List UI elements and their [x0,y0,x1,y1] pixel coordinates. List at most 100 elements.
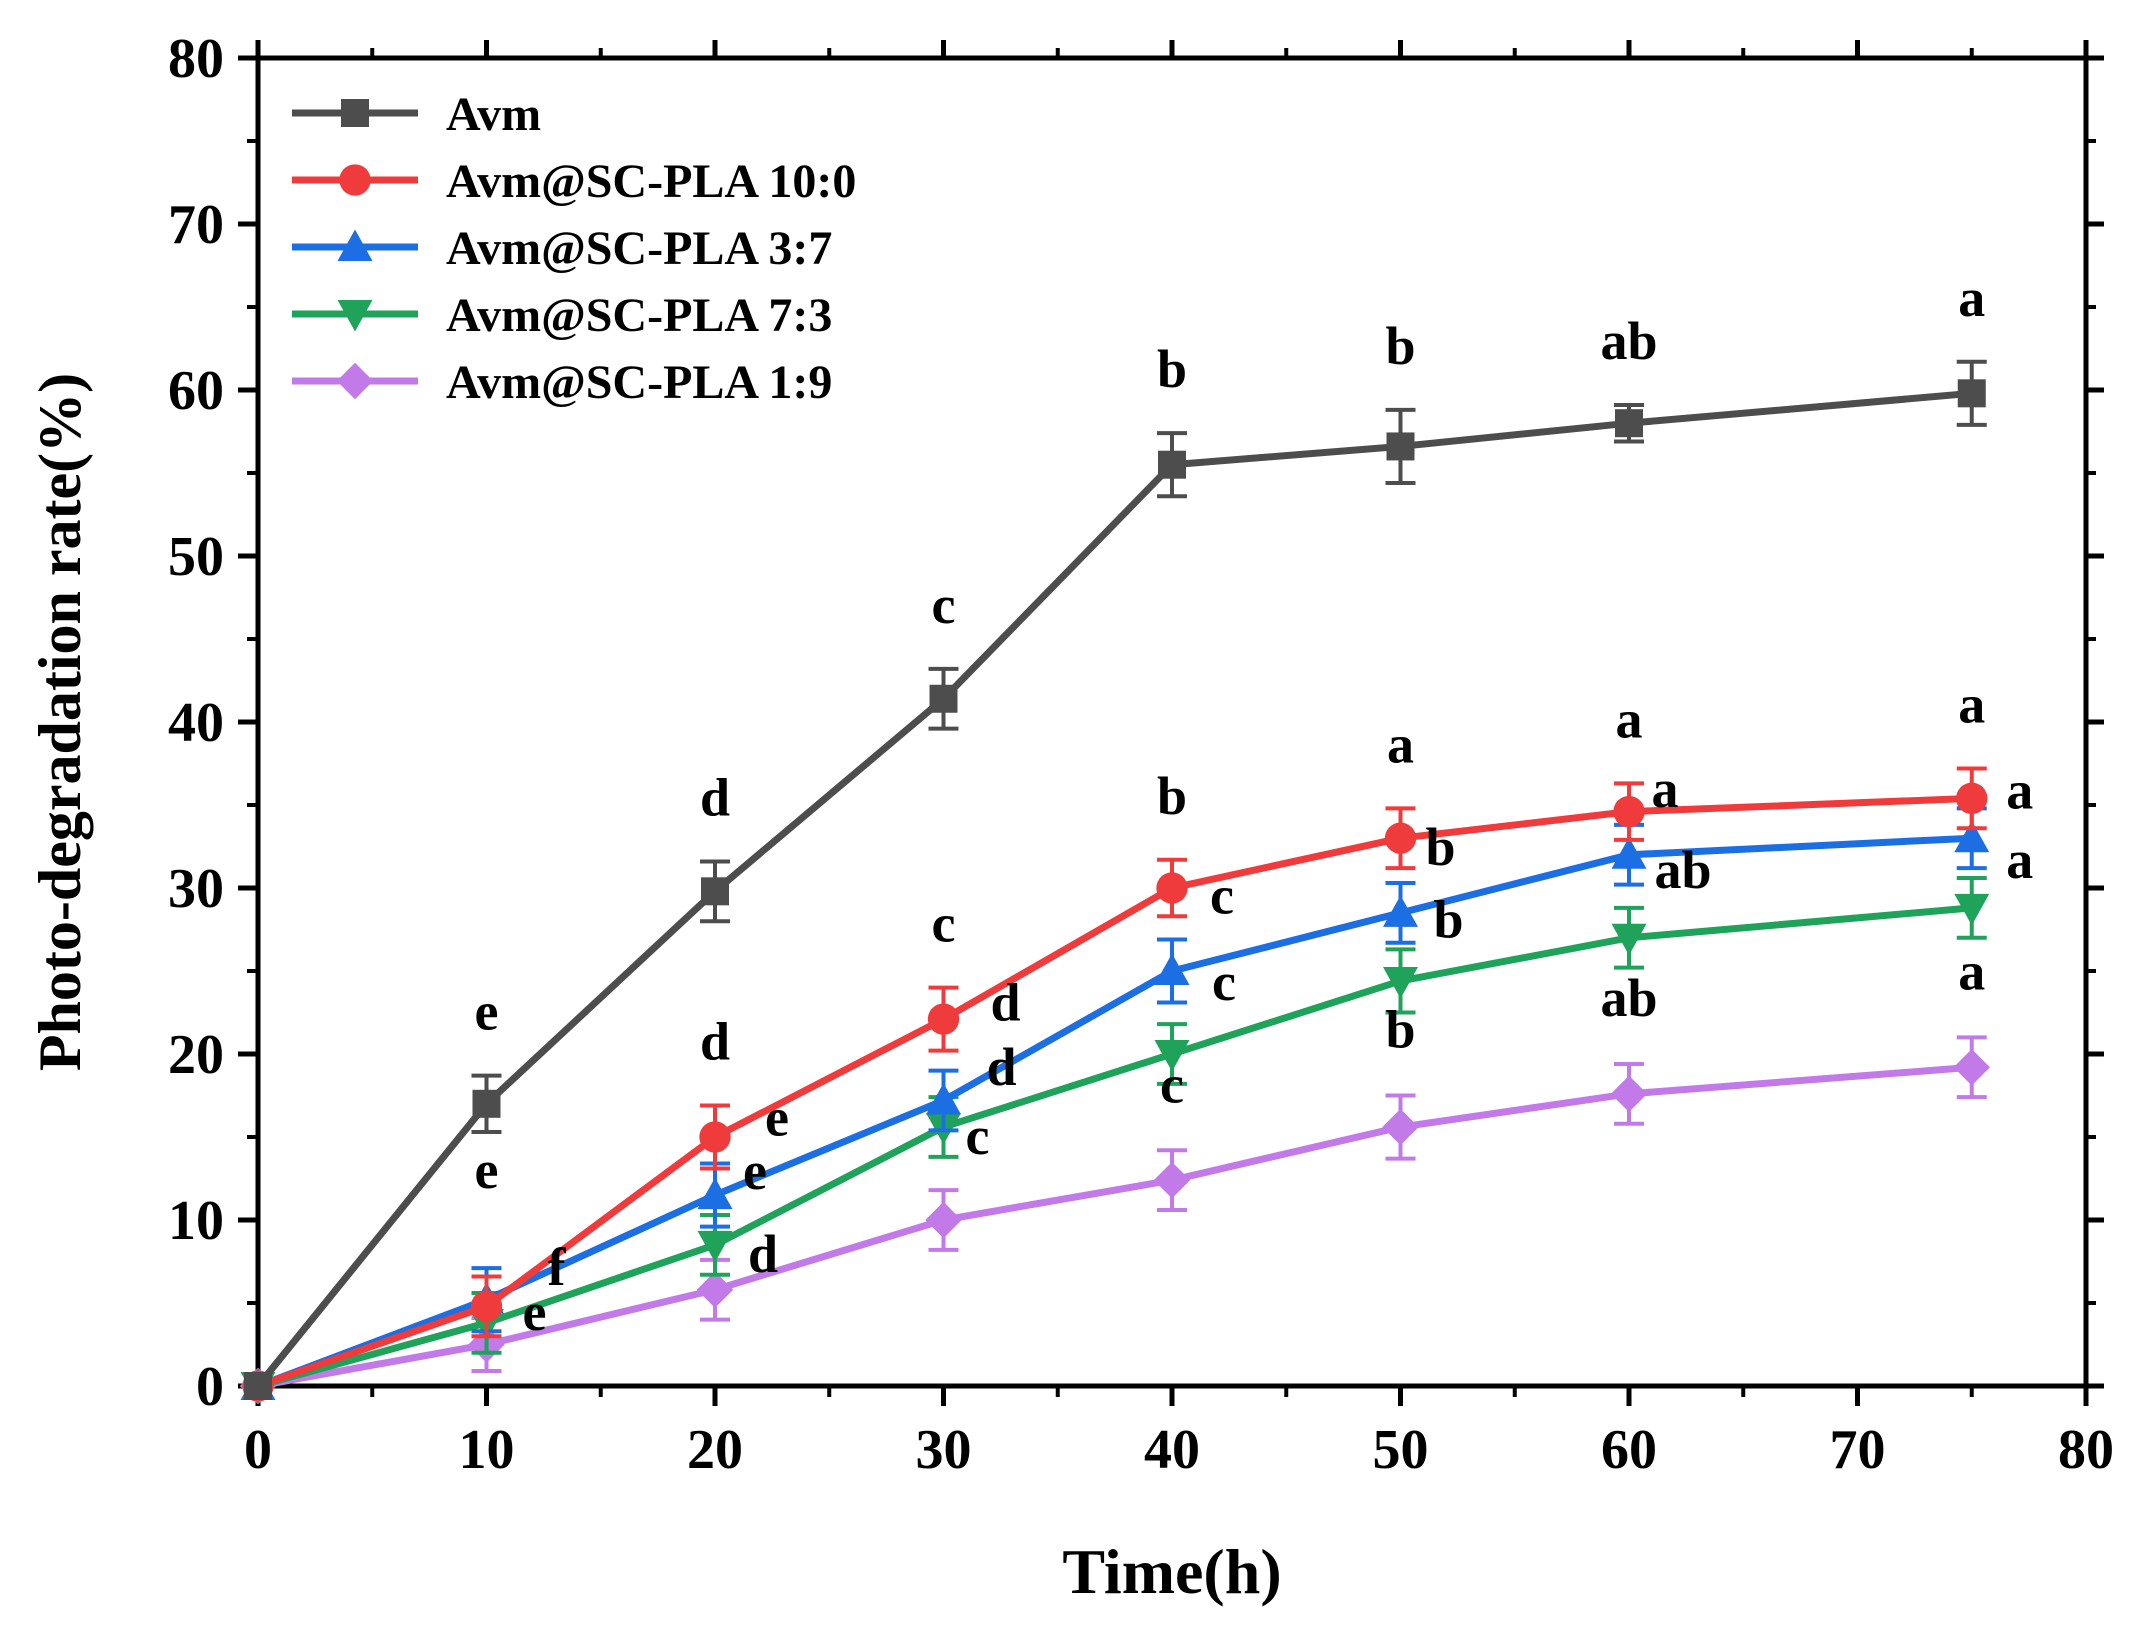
significance-letter: d [700,767,730,827]
marker-diamond [1953,1049,1990,1086]
y-tick-label: 60 [168,360,224,422]
legend-label: Avm@SC-PLA 1:9 [446,356,832,409]
y-tick-label: 0 [196,1356,224,1418]
significance-letter: a [2006,830,2033,890]
marker-circle [1384,822,1417,854]
marker-triangle-up [1954,820,1990,853]
marker-diamond [696,1271,734,1308]
significance-letter: c [966,1106,990,1166]
legend-item-4: Avm@SC-PLA 1:9 [292,356,832,409]
marker-triangle-up [337,229,373,261]
significance-letter: b [1157,766,1187,826]
legend-item-1: Avm@SC-PLA 10:0 [292,155,856,208]
marker-square [1386,432,1415,461]
marker-triangle-down [337,300,373,332]
marker-triangle-down [1954,893,1990,926]
marker-triangle-up [1611,837,1647,869]
marker-square [1158,450,1186,479]
y-tick-label: 10 [168,1190,224,1252]
marker-circle [1613,795,1645,828]
significance-letter: e [523,1282,547,1342]
significance-letter: a [1616,689,1643,749]
marker-circle [1956,782,1988,815]
significance-letter: b [1385,316,1415,376]
marker-circle [339,164,371,196]
marker-square [929,684,958,713]
significance-letter: ab [1600,311,1657,371]
significance-letter: ab [1654,840,1711,900]
significance-letter: c [1160,1054,1184,1114]
y-tick-label: 50 [168,526,224,588]
y-tick-label: 40 [168,692,224,754]
y-axis-label: Photo-degradation rate(%) [27,373,93,1071]
series-line [257,904,1973,1390]
y-tick-label: 70 [168,194,224,256]
significance-letter: d [990,973,1020,1033]
series-line [255,389,1973,1389]
x-axis-label: Time(h) [1062,1536,1281,1607]
significance-letter: a [1958,674,1985,734]
marker-triangle-down [697,1230,733,1263]
significance-letter: e [475,1140,499,1200]
series-1 [242,766,1988,1402]
series-0 [244,359,1987,1400]
significance-letter: d [986,1037,1016,1097]
legend-label: Avm@SC-PLA 3:7 [446,222,832,275]
marker-square [341,99,369,127]
y-axis: 0 10 20 30 40 50 60 70 80 [168,28,2104,1418]
marker-triangle-up [926,1082,961,1115]
marker-square [701,877,729,906]
marker-square [244,1372,272,1400]
marker-diamond [925,1201,962,1239]
significance-letter: a [1958,268,1985,328]
marker-circle [470,1290,503,1322]
x-axis: 0 10 20 30 40 50 60 70 80 [244,40,2114,1481]
legend-item-2: Avm@SC-PLA 3:7 [292,222,832,275]
significance-letter: c [1210,865,1234,925]
marker-circle [1156,872,1188,904]
series-line [257,1063,1973,1390]
significance-letter: f [548,1237,567,1297]
marker-triangle-down [1611,923,1647,956]
series-3 [240,876,1990,1404]
marker-diamond [1153,1161,1191,1199]
marker-square [1957,379,1986,408]
marker-circle [699,1121,731,1153]
y-tick-label: 80 [168,28,224,90]
marker-circle [927,1003,960,1035]
significance-letter: a [2006,760,2033,820]
y-tick-label: 20 [168,1024,224,1086]
significance-letter: b [1425,817,1455,877]
significance-letter: b [1157,339,1187,399]
x-tick-label: 0 [244,1419,272,1481]
significance-letter: a [1652,759,1679,819]
marker-triangle-up [697,1177,733,1210]
x-tick-label: 50 [1373,1419,1429,1481]
marker-triangle-up [1383,895,1418,927]
significance-letter: c [932,894,956,954]
x-tick-label: 70 [1830,1419,1886,1481]
legend: Avm Avm@SC-PLA 10:0 Avm@SC-PLA 3:7 Avm@SC-P… [292,88,856,409]
legend-item-0: Avm [292,88,541,141]
significance-letter: a [1387,714,1414,774]
x-tick-label: 40 [1144,1419,1200,1481]
x-tick-label: 30 [916,1419,972,1481]
legend-label: Avm@SC-PLA 10:0 [446,155,856,208]
significance-letter: c [932,575,956,635]
legend-label: Avm [446,88,541,141]
marker-square [1615,409,1643,438]
significance-letter: ab [1600,968,1657,1028]
series-2 [240,806,1990,1400]
significance-letter: d [748,1224,778,1284]
marker-square [472,1089,501,1118]
marker-diamond [1610,1075,1648,1113]
significance-letter: e [765,1088,789,1148]
marker-triangle-up [1154,953,1190,985]
significance-letter: e [743,1141,767,1201]
series-line [256,794,1972,1390]
x-tick-label: 60 [1601,1419,1657,1481]
significance-letter: a [1958,941,1985,1001]
significance-letter: e [475,982,499,1042]
